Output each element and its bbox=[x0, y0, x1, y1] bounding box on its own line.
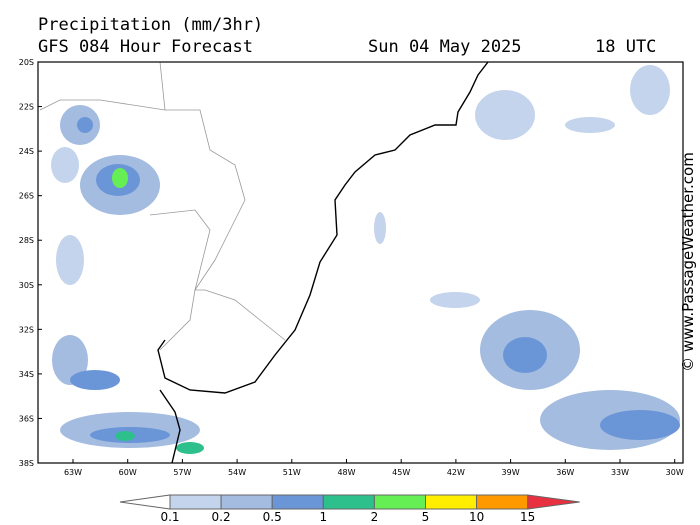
map-frame bbox=[37, 61, 684, 464]
legend-swatch bbox=[476, 494, 529, 510]
lon-label: 57W bbox=[173, 468, 191, 477]
lat-label: 20S bbox=[19, 58, 34, 67]
lat-label: 26S bbox=[19, 192, 34, 201]
date: Sun 04 May 2025 bbox=[368, 37, 522, 57]
legend-label: 0.1 bbox=[160, 510, 179, 524]
lon-label: 45W bbox=[392, 468, 410, 477]
legend-label: 1 bbox=[319, 510, 327, 524]
lon-label: 60W bbox=[119, 468, 137, 477]
lon-label: 63W bbox=[64, 468, 82, 477]
lat-label: 38S bbox=[19, 459, 34, 468]
legend-swatch bbox=[425, 494, 478, 510]
lon-label: 54W bbox=[228, 468, 246, 477]
lon-label: 36W bbox=[556, 468, 574, 477]
model: GFS 084 Hour Forecast bbox=[38, 37, 253, 57]
legend-label: 10 bbox=[469, 510, 484, 524]
watermark: © www.PassageWeather.com bbox=[679, 152, 697, 372]
lat-label: 24S bbox=[19, 147, 34, 156]
lat-label: 22S bbox=[19, 103, 34, 112]
legend-left-tip bbox=[119, 494, 171, 510]
lon-label: 30W bbox=[666, 468, 684, 477]
legend-swatch bbox=[169, 494, 222, 510]
legend-label: 2 bbox=[371, 510, 379, 524]
lon-label: 51W bbox=[283, 468, 301, 477]
legend-swatch bbox=[271, 494, 324, 510]
legend-label: 0.5 bbox=[263, 510, 282, 524]
lon-label: 33W bbox=[611, 468, 629, 477]
legend-swatch bbox=[322, 494, 375, 510]
lon-label: 39W bbox=[502, 468, 520, 477]
legend-label: 0.2 bbox=[212, 510, 231, 524]
title: Precipitation (mm/3hr) bbox=[38, 15, 263, 35]
legend-right-tip bbox=[527, 494, 580, 510]
lat-label: 36S bbox=[19, 414, 34, 423]
coastline bbox=[157, 61, 489, 464]
lat-label: 28S bbox=[19, 236, 34, 245]
lon-label: 48W bbox=[337, 468, 355, 477]
legend-swatch bbox=[373, 494, 426, 510]
lat-label: 30S bbox=[19, 281, 34, 290]
legend-label: 5 bbox=[422, 510, 430, 524]
legend-label: 15 bbox=[520, 510, 535, 524]
precip-areas bbox=[51, 65, 680, 454]
legend-swatch bbox=[220, 494, 273, 510]
lon-label: 42W bbox=[447, 468, 465, 477]
time: 18 UTC bbox=[595, 37, 656, 57]
borders bbox=[39, 61, 286, 351]
lat-label: 34S bbox=[19, 370, 34, 379]
lat-label: 32S bbox=[19, 325, 34, 334]
